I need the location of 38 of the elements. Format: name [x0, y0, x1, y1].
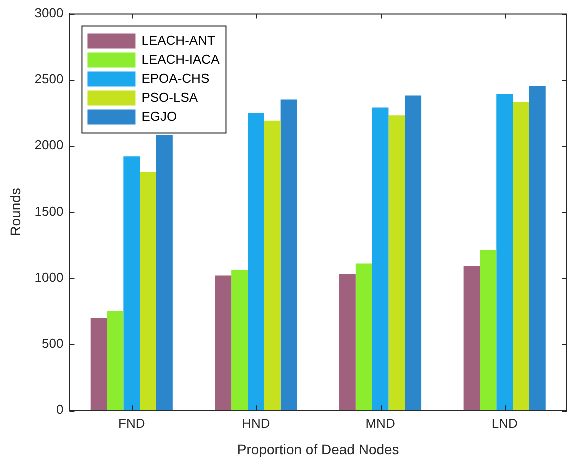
legend-label: LEACH-ANT: [142, 32, 216, 48]
bar: [248, 113, 264, 411]
x-tick-label: MND: [366, 416, 396, 431]
y-tick-label: 1000: [34, 270, 64, 285]
bar: [388, 116, 406, 411]
legend-label: EPOA-CHS: [142, 70, 210, 86]
x-tick-label: LND: [492, 416, 518, 431]
bar: [90, 318, 108, 411]
bar: [464, 266, 480, 411]
bar: [480, 250, 497, 411]
bar: [339, 274, 356, 411]
bar: [124, 156, 140, 411]
bar: [140, 172, 156, 411]
y-tick-label: 0: [56, 402, 64, 418]
bar: [264, 120, 281, 411]
y-axis-title: Rounds: [7, 188, 24, 236]
bar: [156, 135, 173, 411]
y-tick-label: 500: [42, 336, 64, 352]
x-tick-label: HND: [242, 416, 270, 431]
legend-label: PSO-LSA: [142, 90, 198, 105]
bar: [496, 94, 514, 411]
legend-label: LEACH-IACA: [142, 52, 220, 67]
x-tick-label: FND: [118, 416, 146, 431]
bar: [405, 96, 422, 411]
bar: [232, 270, 248, 411]
legend-label: EGJO: [142, 108, 178, 124]
bar: [372, 108, 389, 411]
y-tick-label: 1500: [34, 204, 64, 219]
bar: [356, 264, 372, 411]
bar: [215, 276, 232, 411]
bar: [107, 311, 124, 411]
y-tick-label: 3000: [34, 5, 64, 20]
bar: [513, 102, 530, 411]
y-tick-label: 2500: [34, 72, 64, 87]
bar: [529, 86, 546, 411]
x-axis-title: Proportion of Dead Nodes: [237, 441, 400, 458]
bar: [280, 100, 298, 411]
y-tick-label: 2000: [34, 138, 64, 153]
